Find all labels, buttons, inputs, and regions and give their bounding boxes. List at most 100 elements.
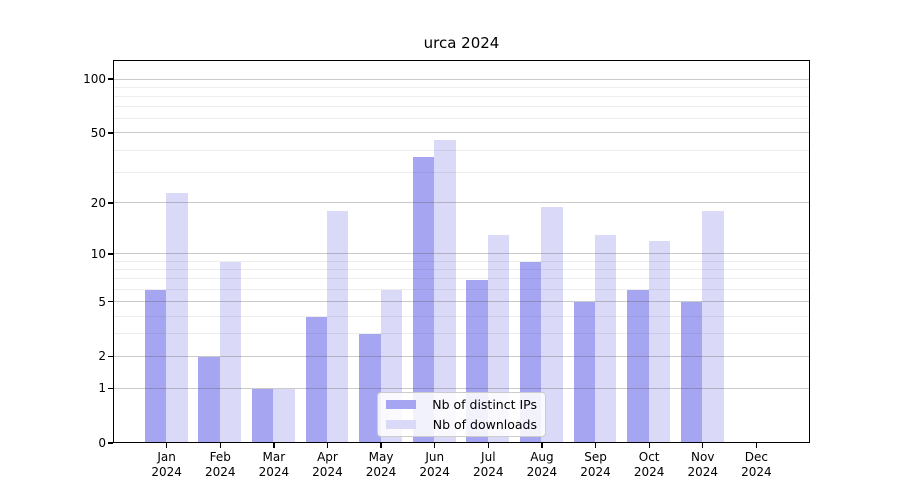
x-tick-year: 2024 (526, 465, 558, 479)
chart-title: urca 2024 (423, 34, 500, 52)
x-tick-label: Sep 2024 (569, 450, 623, 480)
y-tick-label: 0 (98, 436, 106, 450)
bar-distinct-ips (627, 290, 649, 442)
x-tick-year: 2024 (204, 465, 236, 479)
y-gridline-minor (114, 106, 809, 108)
x-tick-label: May 2024 (354, 450, 408, 480)
legend-swatch-distinct-ips (386, 400, 416, 410)
x-tick-label: Nov 2024 (676, 450, 730, 480)
x-tick-month: Oct (638, 450, 660, 464)
x-tick-label: Apr 2024 (300, 450, 354, 480)
y-tick-label: 10 (90, 246, 106, 261)
bar-downloads (219, 261, 242, 442)
bar-downloads (434, 139, 456, 442)
x-tick-mark (273, 443, 275, 448)
y-gridline-minor (114, 269, 809, 271)
bar-downloads (166, 192, 188, 442)
legend-row: Nb of downloads (386, 417, 537, 433)
y-gridline-major (114, 202, 809, 204)
bar-downloads (326, 211, 349, 442)
x-tick-label: Mar 2024 (247, 450, 301, 480)
legend: Nb of distinct IPs Nb of downloads (377, 392, 546, 437)
x-tick-month: Mar (262, 450, 286, 464)
legend-swatch-downloads (386, 419, 416, 429)
x-tick-month: Sep (584, 450, 607, 464)
y-tick-mark (108, 355, 113, 358)
x-tick-year: 2024 (151, 465, 182, 479)
bar-distinct-ips (251, 388, 274, 442)
x-tick-month: Dec (744, 450, 768, 464)
x-tick-label: Jan 2024 (140, 450, 194, 480)
y-tick-label: 100 (83, 72, 106, 86)
bar-distinct-ips (573, 302, 596, 442)
y-tick-label: 1 (98, 381, 106, 396)
bar-distinct-ips (305, 316, 327, 442)
y-gridline-minor (114, 118, 809, 120)
plot-area (113, 60, 810, 443)
y-gridline-minor (114, 333, 809, 335)
x-tick-month: Feb (209, 450, 231, 464)
x-tick-month: Jun (425, 450, 445, 464)
y-tick-mark (108, 202, 113, 204)
x-tick-mark (434, 443, 436, 448)
x-tick-mark (380, 443, 382, 448)
bar-distinct-ips (412, 156, 435, 442)
y-gridline-minor (114, 95, 809, 97)
x-tick-label: Jul 2024 (461, 450, 515, 480)
y-tick-label: 2 (98, 349, 106, 364)
bar-downloads (541, 207, 563, 442)
y-gridline-minor (114, 149, 809, 151)
x-tick-label: Dec 2024 (729, 450, 783, 480)
y-gridline-major (114, 78, 809, 80)
y-gridline-major (114, 132, 809, 134)
y-gridline-major (114, 355, 809, 357)
x-tick-mark (541, 443, 543, 448)
x-tick-label: Aug 2024 (515, 450, 569, 480)
bar-distinct-ips (144, 290, 167, 442)
bar-distinct-ips (198, 356, 220, 442)
x-tick-month: Nov (691, 450, 715, 464)
x-tick-year: 2024 (633, 465, 665, 479)
x-tick-month: Aug (530, 450, 554, 464)
bar-downloads (487, 235, 510, 442)
legend-row: Nb of distinct IPs (386, 397, 537, 413)
x-tick-year: 2024 (473, 465, 504, 479)
x-tick-label: Jun 2024 (408, 450, 462, 480)
y-tick-mark (108, 301, 113, 303)
y-gridline-minor (114, 289, 809, 291)
bar-downloads (273, 388, 295, 442)
bar-downloads (595, 235, 617, 442)
x-tick-year: 2024 (580, 465, 611, 479)
y-gridline-minor (114, 278, 809, 280)
x-tick-mark (702, 443, 704, 448)
y-tick-mark (108, 78, 113, 80)
bar-distinct-ips (680, 302, 703, 442)
y-gridline-major (114, 301, 809, 303)
x-tick-year: 2024 (741, 465, 772, 479)
x-tick-year: 2024 (687, 465, 719, 479)
y-tick-mark (108, 253, 113, 255)
x-tick-label: Oct 2024 (622, 450, 676, 480)
x-tick-mark (755, 443, 758, 448)
legend-label-downloads: Nb of downloads (432, 416, 537, 432)
y-gridline-minor (114, 86, 809, 88)
x-tick-year: 2024 (365, 465, 397, 479)
y-tick-label: 5 (98, 294, 106, 309)
x-tick-mark (594, 443, 597, 448)
y-tick-mark (108, 387, 113, 390)
x-tick-label: Feb 2024 (193, 450, 247, 480)
bar-downloads (648, 241, 671, 442)
y-gridline-major (114, 253, 809, 255)
x-tick-year: 2024 (419, 465, 450, 479)
legend-label-distinct-ips: Nb of distinct IPs (432, 397, 537, 413)
x-tick-mark (648, 443, 650, 448)
y-tick-label: 50 (90, 125, 106, 140)
x-tick-mark (487, 443, 489, 448)
y-gridline-major (114, 387, 809, 389)
x-tick-month: Jan (157, 450, 176, 464)
bar-downloads (702, 211, 724, 442)
x-tick-year: 2024 (312, 465, 343, 479)
x-tick-month: May (368, 450, 394, 464)
x-tick-mark (219, 443, 221, 448)
